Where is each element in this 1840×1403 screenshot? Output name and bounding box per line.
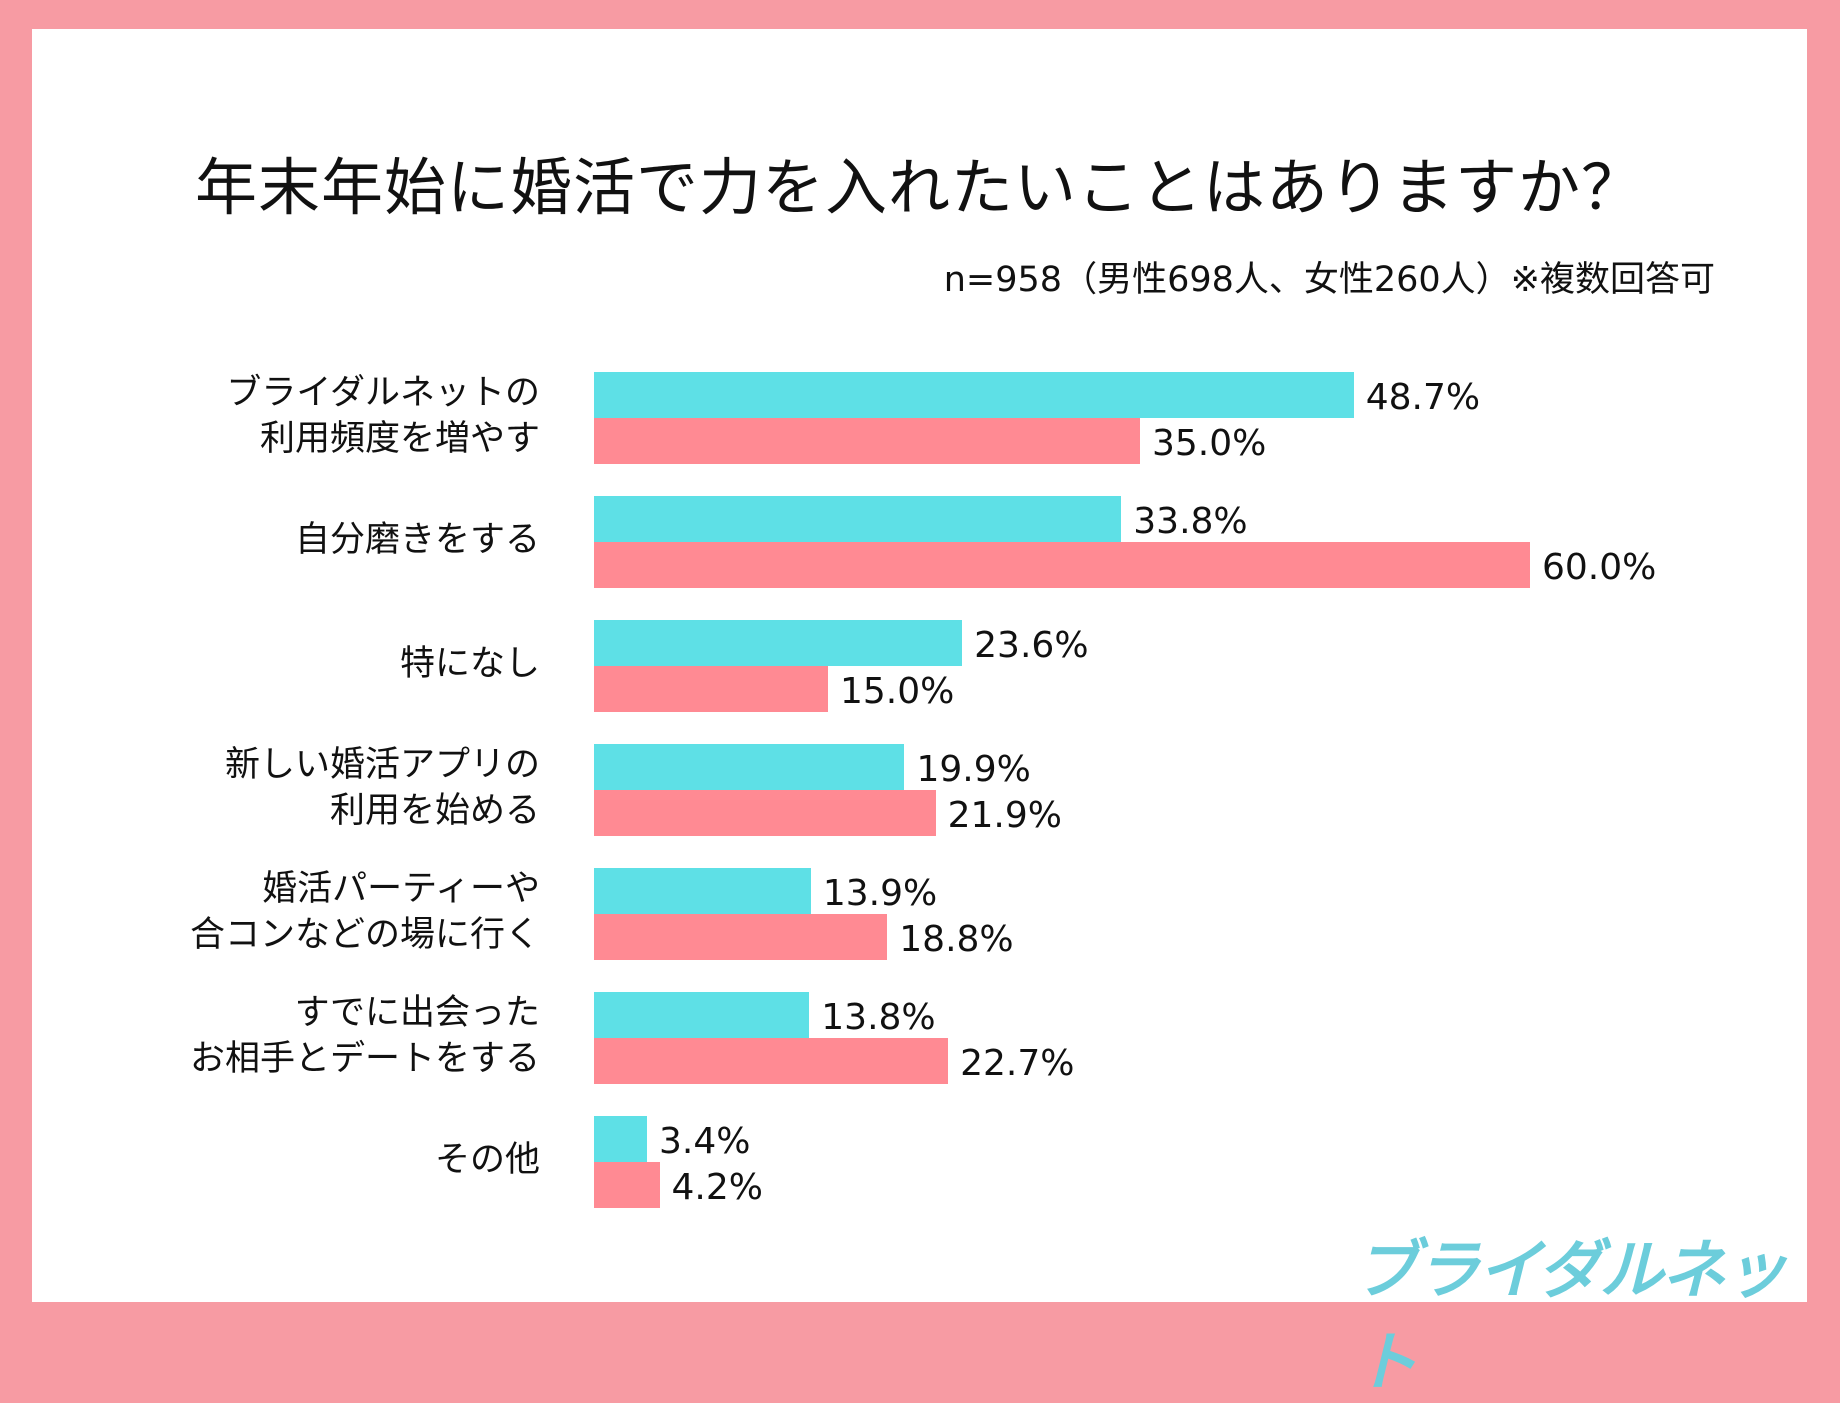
bar-series-2: [594, 1038, 949, 1084]
data-label: 22.7%: [960, 1043, 1075, 1084]
category-label: 自分磨きをする: [294, 520, 540, 560]
category-label: 特になし: [399, 644, 540, 684]
bar-series-2: [594, 542, 1530, 588]
data-label: 19.9%: [916, 749, 1031, 790]
data-label: 21.9%: [947, 795, 1062, 836]
category-label: すでに出会った お相手とデートをする: [189, 993, 540, 1079]
bar-series-2: [594, 790, 936, 836]
bar-series-1: [594, 744, 905, 790]
brand-logo: ブライダルネット: [1354, 1234, 1787, 1400]
category-label: ブライダルネットの 利用頻度を増やす: [226, 373, 540, 459]
data-label: 18.8%: [899, 919, 1014, 960]
bar-series-2: [594, 914, 888, 960]
data-label: 15.0%: [840, 671, 955, 712]
data-label: 13.9%: [822, 873, 938, 914]
bar-series-1: [594, 496, 1122, 542]
category-label: その他: [434, 1140, 540, 1180]
bar-series-2: [594, 418, 1140, 464]
data-label: 48.7%: [1365, 377, 1481, 418]
bar-series-2: [594, 666, 828, 712]
bar-series-1: [594, 992, 810, 1038]
data-label: 35.0%: [1152, 423, 1267, 464]
chart-title: 年末年始に婚活で力を入れたいことはありますか？: [194, 151, 1644, 224]
bar-series-1: [594, 620, 963, 666]
data-label: 3.4%: [659, 1121, 751, 1162]
bar-series-1: [594, 868, 811, 914]
data-label: 33.8%: [1133, 501, 1248, 542]
data-label: 60.0%: [1542, 547, 1657, 588]
chart-subtitle: n=958（男性698人、女性260人）※複数回答可: [943, 260, 1715, 300]
bar-series-1: [594, 1116, 648, 1162]
category-label: 婚活パーティーや 合コンなどの場に行く: [189, 869, 540, 955]
chart-card: 年末年始に婚活で力を入れたいことはありますか？ n=958（男性698人、女性2…: [32, 29, 1807, 1400]
data-label: 13.8%: [821, 997, 936, 1038]
data-label: 4.2%: [671, 1167, 763, 1208]
bar-series-2: [594, 1162, 660, 1208]
category-label: 新しい婚活アプリの 利用を始める: [224, 745, 540, 831]
bar-series-1: [594, 372, 1354, 418]
data-label: 23.6%: [974, 625, 1089, 666]
